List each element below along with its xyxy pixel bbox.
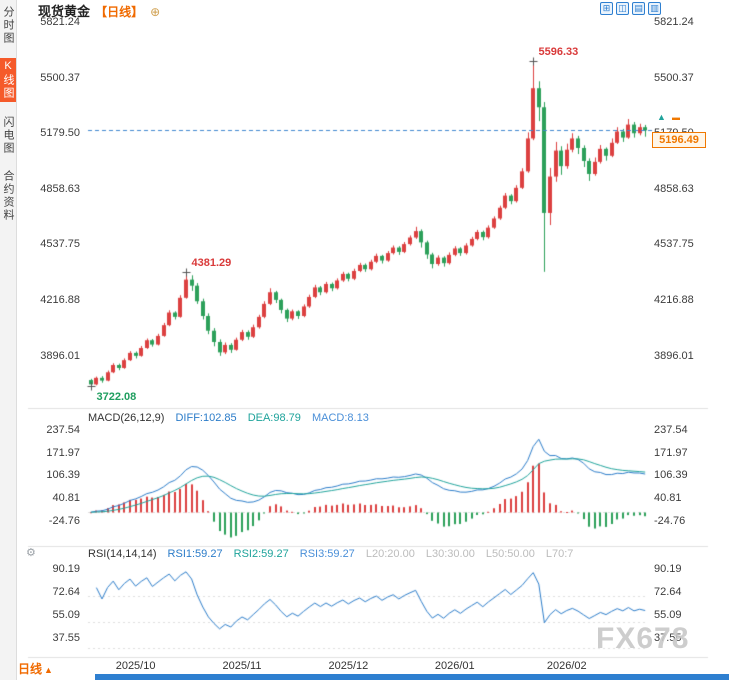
- expand-chart-icon[interactable]: ▥: [648, 2, 661, 15]
- left-sidebar: 分时图 K线图 闪电图 合约资料: [0, 0, 17, 680]
- macd-dea-value: DEA:98.79: [247, 412, 301, 424]
- axis-label: 40.81: [52, 492, 80, 505]
- grid-layout-icon[interactable]: ⊞: [600, 2, 613, 15]
- line-mode-icon[interactable]: ▤: [632, 2, 645, 15]
- symbol-title: 现货黄金: [38, 4, 91, 19]
- rsi-l20-level: L20:20.00: [365, 548, 415, 560]
- axis-label: 3896.01: [654, 349, 694, 362]
- candlestick-mode-icon[interactable]: ◫: [616, 2, 629, 15]
- macd-header[interactable]: MACD(26,12,9) DIFF:102.85 DEA:98.79 MACD…: [88, 412, 377, 424]
- axis-label: 55.09: [52, 609, 80, 622]
- axis-label: 4537.75: [40, 238, 80, 251]
- add-indicator-icon[interactable]: ⊕: [150, 5, 161, 19]
- rsi-header[interactable]: RSI(14,14,14) RSI1:59.27 RSI2:59.27 RSI3…: [88, 548, 581, 560]
- axis-label: 5821.24: [40, 16, 80, 29]
- axis-label: 90.19: [52, 562, 80, 575]
- axis-label: 4858.63: [654, 182, 694, 195]
- period-tab-label: 日线: [18, 662, 43, 676]
- up-arrow-icon: ▲: [44, 665, 53, 675]
- axis-label: 5179.50: [40, 127, 80, 140]
- axis-label: 106.39: [654, 469, 688, 482]
- axis-label: 106.39: [46, 469, 80, 482]
- chart-toolbar: ⊞ ◫ ▤ ▥: [597, 2, 661, 15]
- axis-label: 4216.88: [40, 294, 80, 307]
- axis-label: 237.54: [46, 423, 80, 436]
- watermark: FX678: [596, 622, 690, 655]
- sidebar-tab-kline-chart[interactable]: K线图: [0, 58, 16, 102]
- sidebar-tab-time-chart[interactable]: 分时图: [2, 6, 14, 45]
- axis-label: 37.55: [654, 632, 682, 645]
- axis-label: 5500.37: [654, 71, 694, 84]
- axis-label: -24.76: [654, 514, 686, 527]
- axis-label: -24.76: [48, 514, 80, 527]
- axis-label: 37.55: [52, 632, 80, 645]
- period-tab-daily[interactable]: 日线 ▲: [18, 660, 53, 677]
- price-up-marker-icon: ▲: [657, 112, 666, 122]
- axis-label: 90.19: [654, 562, 682, 575]
- period-badge[interactable]: 【日线】: [95, 5, 144, 19]
- axis-label: 40.81: [654, 492, 682, 505]
- axis-label: 5821.24: [654, 16, 694, 29]
- axis-label: 72.64: [654, 586, 682, 599]
- axis-label: 72.64: [52, 586, 80, 599]
- rsi2-value: RSI2:59.27: [233, 548, 289, 560]
- macd-title: MACD(26,12,9): [88, 412, 165, 424]
- axis-label: 4858.63: [40, 182, 80, 195]
- rsi-l30-level: L30:30.00: [425, 548, 475, 560]
- price-marker-icons: ▲ ▬: [657, 111, 680, 123]
- macd-diff-value: DIFF:102.85: [175, 412, 237, 424]
- timeline-scrollbar[interactable]: [95, 674, 729, 680]
- rsi1-value: RSI1:59.27: [167, 548, 223, 560]
- axis-label: 171.97: [46, 446, 80, 459]
- rsi3-value: RSI3:59.27: [299, 548, 355, 560]
- axis-label: 55.09: [654, 609, 682, 622]
- current-price-tag: 5196.49: [652, 132, 706, 148]
- chart-title-row: 现货黄金 【日线】 ⊕: [38, 1, 160, 20]
- sidebar-tab-contract-info[interactable]: 合约资料: [2, 170, 14, 222]
- axis-label: 3896.01: [40, 349, 80, 362]
- axis-label: 4216.88: [654, 294, 694, 307]
- sidebar-tab-lightning-chart[interactable]: 闪电图: [2, 116, 14, 155]
- rsi-l50-level: L50:50.00: [485, 548, 535, 560]
- left-price-axis: 5821.24 5500.37 5179.50 4858.63 4537.75 4216.…: [28, 0, 80, 680]
- rsi-l70-level: L70:7: [545, 548, 574, 560]
- indicator-settings-gear-icon[interactable]: ⚙: [26, 547, 36, 559]
- right-price-axis: 5821.245500.375179.504858.634537.754216.…: [654, 0, 710, 680]
- axis-label: 237.54: [654, 423, 688, 436]
- rsi-title: RSI(14,14,14): [88, 548, 157, 560]
- axis-label: 5500.37: [40, 71, 80, 84]
- axis-label: 171.97: [654, 446, 688, 459]
- price-line-marker-icon: ▬: [671, 113, 680, 122]
- macd-hist-value: MACD:8.13: [311, 412, 369, 424]
- axis-label: 4537.75: [654, 238, 694, 251]
